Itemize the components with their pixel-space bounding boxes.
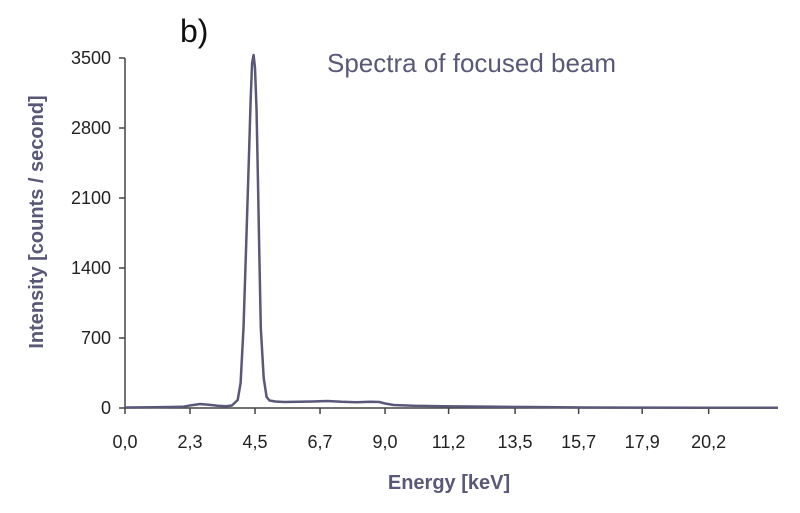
x-tick-label: 13,5 (498, 432, 533, 452)
x-tick-label: 11,2 (432, 432, 466, 452)
y-tick-label: 2100 (71, 188, 111, 208)
x-tick-label: 15,7 (561, 432, 596, 452)
series-layer (124, 53, 778, 409)
y-axis-label: Intensity [counts / second] (26, 95, 48, 348)
x-tick-label: 0,0 (112, 432, 137, 452)
y-tick-label: 2800 (71, 118, 111, 138)
chart-title: Spectra of focused beam (327, 48, 616, 78)
x-tick-label: 2,3 (177, 432, 202, 452)
panel-label: b) (180, 13, 208, 49)
x-tick-label: 20,2 (691, 432, 726, 452)
x-tick-label: 6,7 (308, 432, 333, 452)
y-tick-label: 0 (101, 398, 111, 418)
y-tick-label: 1400 (71, 258, 111, 278)
y-tick-label: 3500 (71, 48, 111, 68)
x-tick-label: 4,5 (243, 432, 268, 452)
series-line (124, 53, 778, 409)
x-ticks: 0,0 2,3 4,5 6,7 9,0 11,2 13,5 15,7 17,9 20,2 (112, 408, 726, 452)
x-axis-label: Energy [keV] (388, 472, 510, 494)
y-ticks: 0 700 1400 2100 2800 3500 (71, 48, 125, 418)
y-tick-label: 700 (81, 328, 111, 348)
x-tick-label: 17,9 (625, 432, 660, 452)
x-tick-label: 9,0 (373, 432, 398, 452)
